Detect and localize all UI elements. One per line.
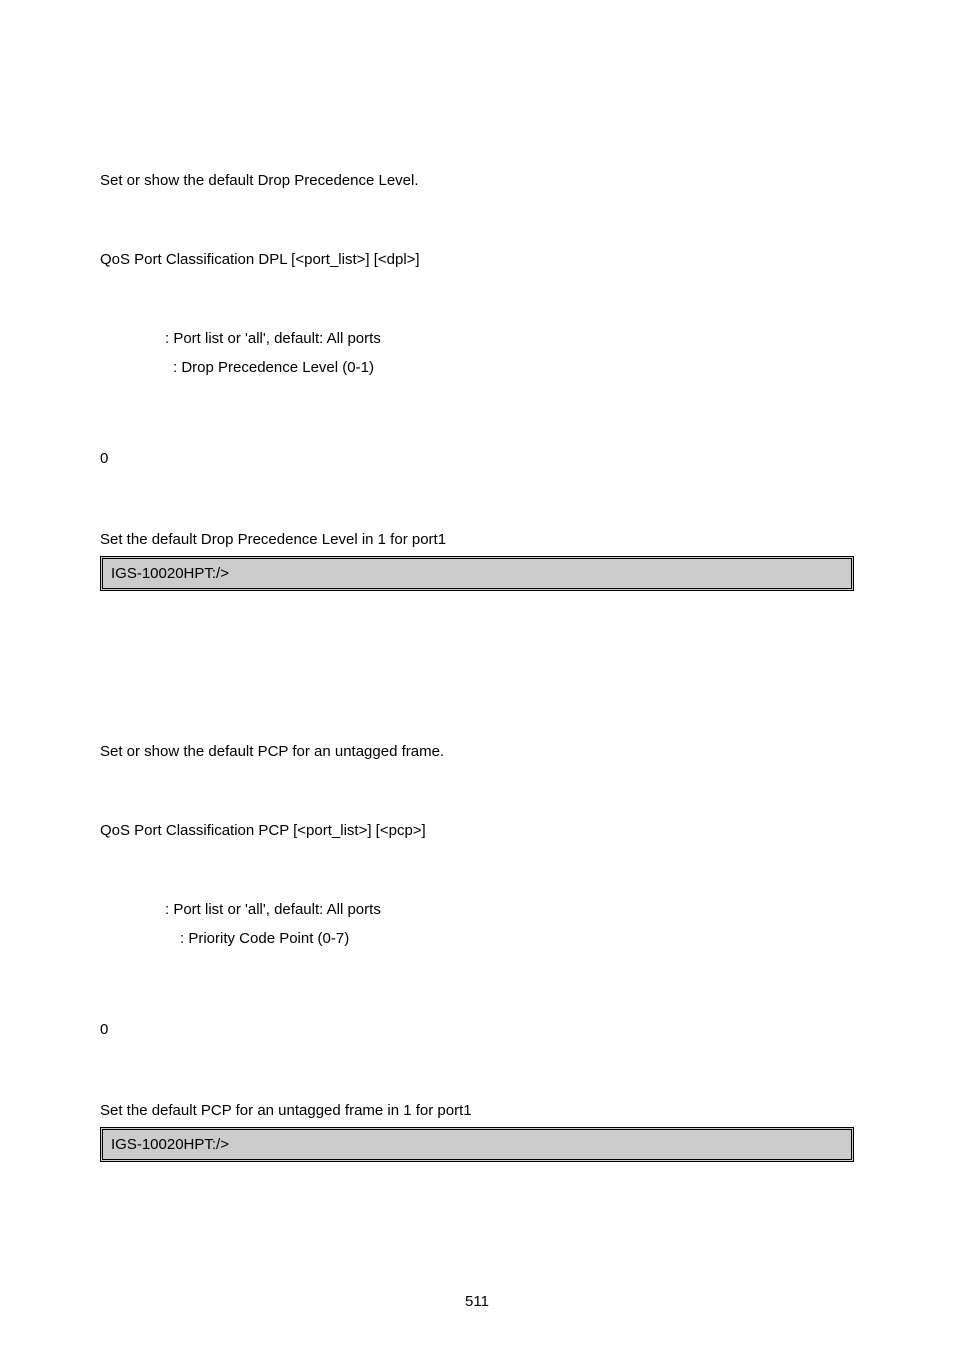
pcp-description: Set or show the default PCP for an untag… xyxy=(100,741,854,762)
pcp-example-text: Set the default PCP for an untagged fram… xyxy=(100,1100,854,1121)
pcp-default: 0 xyxy=(100,1019,854,1040)
pcp-param-pcp: : Priority Code Point (0-7) xyxy=(180,928,854,949)
pcp-syntax: QoS Port Classification PCP [<port_list>… xyxy=(100,820,854,841)
dpl-default: 0 xyxy=(100,448,854,469)
dpl-param-port: : Port list or 'all', default: All ports xyxy=(165,328,854,349)
dpl-syntax: QoS Port Classification DPL [<port_list>… xyxy=(100,249,854,270)
dpl-command-box: IGS-10020HPT:/> xyxy=(100,556,854,591)
pcp-param-port: : Port list or 'all', default: All ports xyxy=(165,899,854,920)
page-container: Set or show the default Drop Precedence … xyxy=(0,0,954,1350)
pcp-command-text: IGS-10020HPT:/> xyxy=(111,1136,229,1153)
dpl-description: Set or show the default Drop Precedence … xyxy=(100,170,854,191)
page-number: 511 xyxy=(0,1293,954,1310)
dpl-command-text: IGS-10020HPT:/> xyxy=(111,565,229,582)
dpl-example-text: Set the default Drop Precedence Level in… xyxy=(100,529,854,550)
dpl-param-dpl: : Drop Precedence Level (0-1) xyxy=(173,357,854,378)
pcp-command-box: IGS-10020HPT:/> xyxy=(100,1127,854,1162)
